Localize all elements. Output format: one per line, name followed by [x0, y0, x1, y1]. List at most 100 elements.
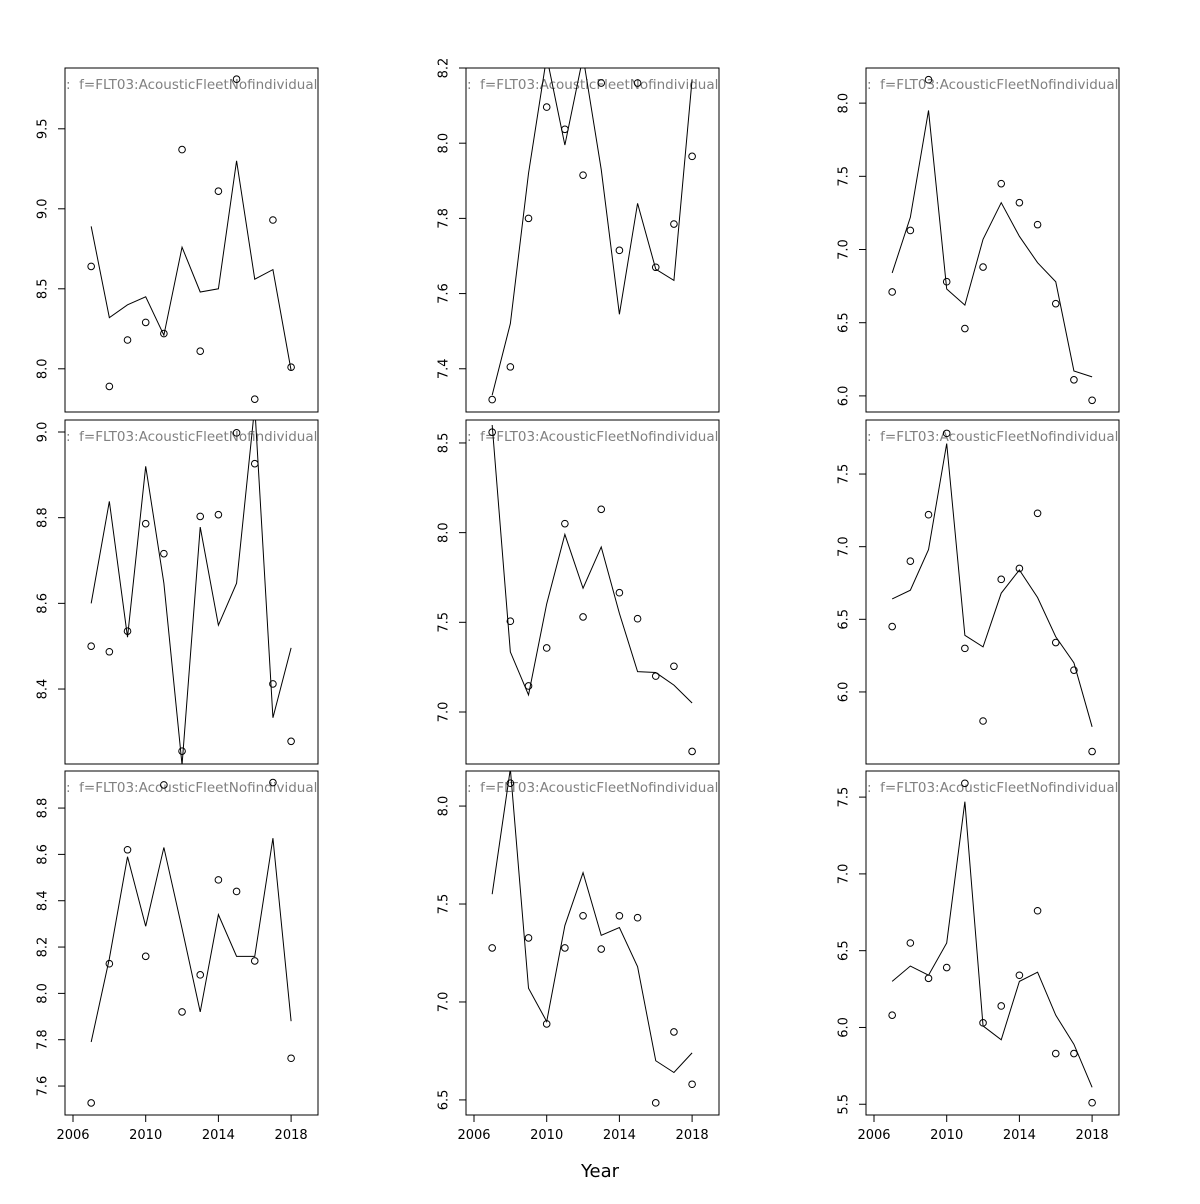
panel: 5.5 6.0 6.5 7.0 7.5 2006 2010 2014 2018: f=FLT03… [837, 770, 1120, 1143]
y-tick-label: 6.0 [837, 682, 852, 703]
point [688, 152, 696, 161]
panel-frame [465, 419, 720, 765]
point [141, 519, 150, 528]
point [506, 779, 515, 787]
y-tick-label: 8.0 [837, 93, 852, 114]
point [670, 662, 678, 671]
y-tick-label: 8.0 [437, 133, 452, 154]
x-tick-label: 2006 [857, 1128, 890, 1143]
point [214, 510, 223, 519]
y-tick-label: 5.5 [837, 1094, 852, 1115]
point [942, 963, 951, 972]
x-tick-label: 2010 [129, 1128, 162, 1143]
panel-frame [64, 770, 319, 1116]
y-tick-label: 9.0 [36, 422, 51, 443]
point [997, 575, 1006, 584]
point [87, 262, 95, 271]
point [1070, 1049, 1078, 1058]
y-tick-label: 8.0 [36, 983, 51, 1004]
point [87, 1099, 95, 1107]
point [232, 887, 241, 896]
point [924, 75, 933, 84]
y-tick-label: 7.8 [437, 208, 452, 229]
panel-annotation: : f=FLT03:AcousticFleetNofindividuals, [867, 429, 1130, 445]
y-tick-label: 7.0 [837, 239, 852, 260]
point [979, 263, 987, 271]
point [488, 395, 496, 404]
point [688, 1080, 696, 1089]
point [160, 549, 168, 558]
y-tick-label: 7.5 [437, 894, 452, 915]
point [269, 680, 277, 688]
point [214, 876, 223, 884]
point [1088, 396, 1096, 405]
point [906, 939, 915, 947]
line [891, 801, 1093, 1088]
y-tick-label: 7.5 [437, 612, 452, 633]
point [287, 363, 295, 372]
point [597, 945, 606, 953]
panel-frame [465, 67, 720, 413]
point [141, 952, 150, 961]
panel: 8.4 8.6 8.8 9.0: f=FLT03:AcousticFleetNofin… [36, 419, 319, 765]
point [633, 913, 642, 922]
point [1033, 906, 1042, 915]
point [287, 1054, 295, 1063]
line [491, 771, 693, 1074]
point [250, 459, 259, 468]
point [924, 510, 933, 519]
point [506, 363, 515, 371]
y-tick-label: 8.0 [36, 358, 51, 379]
y-tick-label: 7.0 [837, 864, 852, 885]
y-tick-label: 8.4 [36, 890, 51, 911]
point [961, 324, 969, 333]
point [997, 1002, 1006, 1010]
x-tick-label: 2018 [1076, 1128, 1109, 1143]
point [888, 288, 896, 296]
point [123, 336, 132, 344]
point [506, 617, 515, 626]
panel-annotation: : f=FLT03:AcousticFleetNofindividuals, [66, 77, 329, 93]
line [891, 443, 1093, 727]
point [524, 934, 533, 942]
line [491, 68, 693, 396]
x-tick-label: 2010 [530, 1128, 563, 1143]
y-tick-label: 8.5 [36, 278, 51, 299]
y-tick-label: 7.0 [437, 702, 452, 723]
y-tick-label: 8.2 [437, 58, 452, 79]
point [597, 79, 606, 87]
point [633, 614, 642, 623]
point [123, 845, 132, 854]
point [1033, 509, 1042, 518]
x-tick-label: 2018 [275, 1128, 308, 1143]
point [888, 1011, 896, 1019]
panel: 6.0 6.5 7.0 7.5: f=FLT03:AcousticFleetNofin… [837, 419, 1130, 765]
point [178, 1008, 186, 1016]
point [196, 971, 205, 979]
point [1088, 747, 1096, 756]
y-tick-label: 8.0 [437, 796, 452, 817]
line [90, 420, 292, 764]
point [615, 588, 624, 597]
point [633, 79, 642, 87]
y-tick-label: 7.0 [837, 536, 852, 557]
point [942, 429, 951, 438]
point [1015, 564, 1024, 573]
panel-frame [465, 770, 720, 1116]
point [1051, 1049, 1060, 1058]
point [561, 944, 569, 952]
point [651, 1099, 660, 1107]
point [250, 395, 259, 404]
plot-area: : f=FLT03:AcousticFleetNofindividuals, [867, 779, 1119, 1107]
point [524, 214, 533, 223]
line [90, 160, 292, 371]
y-tick-label: 7.4 [437, 358, 452, 379]
y-tick-label: 7.0 [437, 992, 452, 1013]
plot-area: : f=FLT03:AcousticFleetNofindividuals, [467, 68, 719, 404]
x-tick-label: 2014 [603, 1128, 636, 1143]
point [579, 171, 587, 179]
panel: 6.0 6.5 7.0 7.5 8.0: f=FLT03:AcousticFleetNo… [837, 67, 1120, 413]
y-tick-label: 7.5 [837, 787, 852, 808]
point [579, 613, 587, 621]
